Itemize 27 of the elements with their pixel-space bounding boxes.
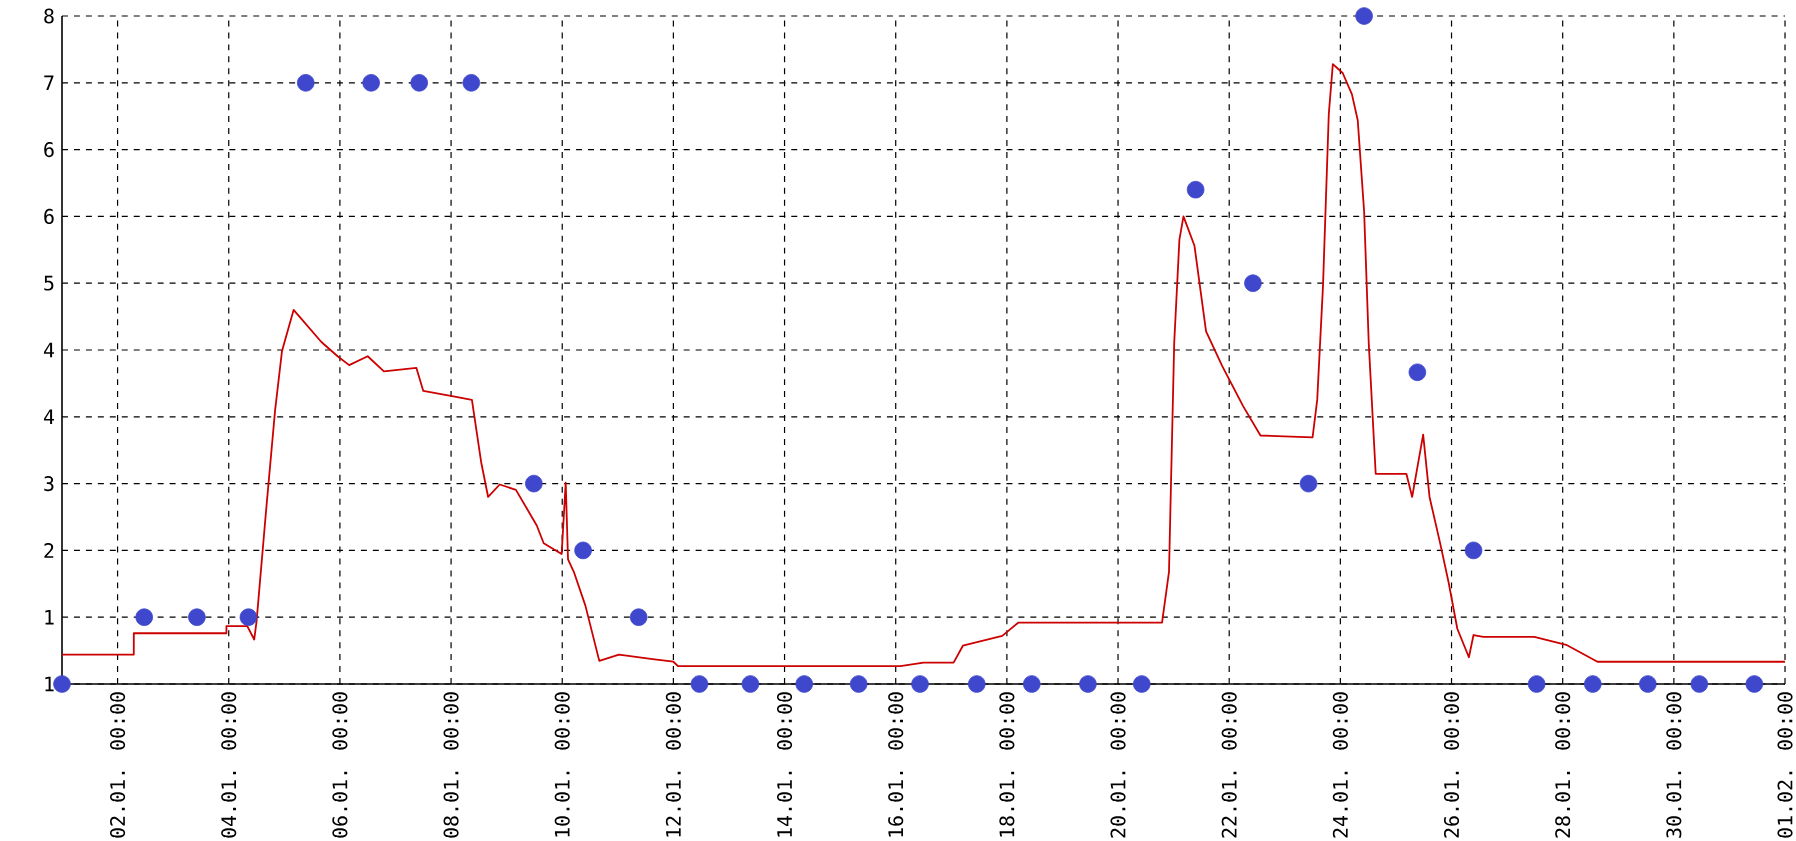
- y-tick-label: 5: [44, 275, 54, 291]
- y-tick-label: 1: [45, 676, 54, 692]
- y-tick-label: 1: [45, 609, 54, 625]
- x-tick-label: 20.01. 00:00: [1110, 692, 1126, 838]
- x-tick-label: 22.01. 00:00: [1221, 692, 1237, 838]
- y-tick-label: 8: [44, 8, 54, 24]
- x-tick-label: 26.01. 00:00: [1443, 692, 1460, 838]
- x-tick-label: 18.01. 00:00: [999, 692, 1015, 837]
- x-tick-label: 16.01. 00:00: [888, 692, 904, 837]
- x-tick-label: 06.01. 00:00: [332, 692, 348, 838]
- x-tick-label: 08.01. 00:00: [443, 692, 459, 838]
- y-tick-label: 7: [44, 75, 54, 91]
- x-tick-label: 02.01. 00:00: [110, 692, 126, 838]
- x-tick-label: 14.01. 00:00: [777, 692, 793, 837]
- x-tick-label: 10.01. 00:00: [554, 692, 570, 837]
- y-tick-label: 3: [44, 476, 54, 492]
- y-tick-label: 6: [44, 208, 54, 224]
- x-tick-label: 28.01. 00:00: [1555, 692, 1571, 838]
- y-tick-label: 4: [43, 342, 55, 358]
- x-tick-label: 24.01. 00:00: [1332, 692, 1348, 838]
- x-tick-label: 12.01. 00:00: [665, 692, 681, 837]
- y-tick-label: 6: [44, 142, 54, 158]
- x-tick-label: 30.01. 00:00: [1666, 692, 1682, 838]
- x-tick-label: 01.02. 00:00: [1777, 692, 1793, 838]
- y-tick-label: 2: [44, 542, 54, 558]
- x-tick-label: 04.01. 00:00: [221, 692, 237, 838]
- y-tick-label: 4: [43, 409, 55, 425]
